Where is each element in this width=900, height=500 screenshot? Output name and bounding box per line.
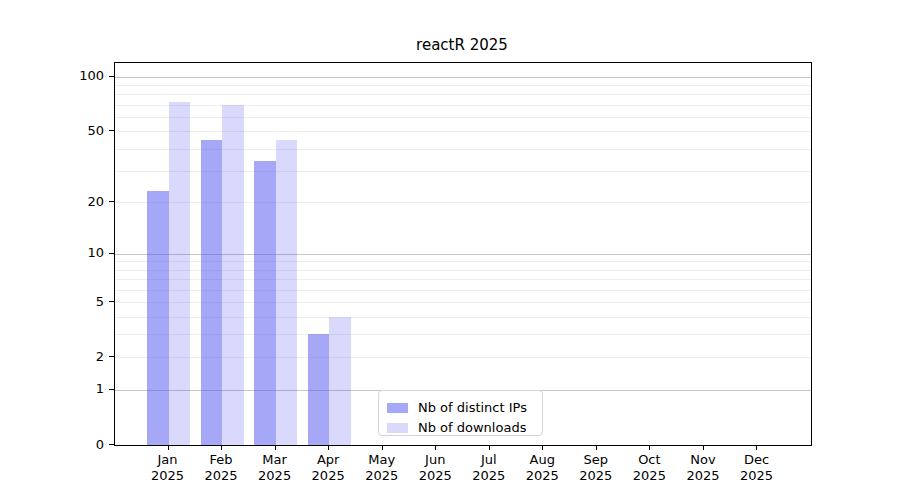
y-tick-label: 5 xyxy=(0,295,104,308)
y-tick-label: 2 xyxy=(0,350,104,363)
bar-distinct-ips-mar xyxy=(254,161,276,445)
legend-row-downloads: Nb of downloads xyxy=(387,418,533,438)
chart-figure: reactR 2025 0125102050100 Jan2025Feb2025… xyxy=(0,0,900,500)
x-tick-mark xyxy=(489,445,490,450)
gridline-minor xyxy=(115,85,811,86)
chart-title: reactR 2025 xyxy=(114,36,810,54)
legend: Nb of distinct IPs Nb of downloads xyxy=(378,390,543,436)
y-tick-mark xyxy=(109,389,114,390)
y-tick-label: 10 xyxy=(0,246,104,259)
y-tick-mark xyxy=(109,301,114,302)
y-tick-mark xyxy=(109,356,114,357)
bar-downloads-jan xyxy=(169,102,191,445)
bar-distinct-ips-feb xyxy=(201,140,223,445)
x-tick-mark xyxy=(703,445,704,450)
gridline-major xyxy=(115,77,811,78)
legend-swatch-distinct-ips xyxy=(387,403,408,413)
x-tick-mark xyxy=(756,445,757,450)
y-tick-label: 0 xyxy=(0,438,104,451)
x-tick-mark xyxy=(542,445,543,450)
y-tick-mark xyxy=(109,201,114,202)
plot-area xyxy=(114,62,812,446)
x-tick-label: Dec2025 xyxy=(724,452,788,484)
y-tick-mark xyxy=(109,130,114,131)
legend-label-downloads: Nb of downloads xyxy=(418,421,526,435)
gridline-minor xyxy=(115,94,811,95)
x-tick-mark xyxy=(275,445,276,450)
gridline-minor xyxy=(115,131,811,132)
gridline-minor xyxy=(115,105,811,106)
x-tick-mark xyxy=(435,445,436,450)
x-tick-mark xyxy=(382,445,383,450)
y-tick-label: 50 xyxy=(0,124,104,137)
legend-label-distinct-ips: Nb of distinct IPs xyxy=(418,401,527,415)
bar-distinct-ips-jan xyxy=(147,191,169,445)
x-tick-mark xyxy=(596,445,597,450)
y-tick-label: 100 xyxy=(0,69,104,82)
bar-downloads-mar xyxy=(276,140,298,445)
legend-row-distinct-ips: Nb of distinct IPs xyxy=(387,398,533,418)
x-tick-mark xyxy=(328,445,329,450)
legend-swatch-downloads xyxy=(387,423,408,433)
y-tick-mark xyxy=(109,444,114,445)
bar-downloads-feb xyxy=(222,105,244,445)
y-tick-mark xyxy=(109,76,114,77)
x-tick-mark xyxy=(168,445,169,450)
x-tick-mark xyxy=(221,445,222,450)
y-tick-mark xyxy=(109,253,114,254)
gridline-minor xyxy=(115,117,811,118)
y-tick-label: 1 xyxy=(0,382,104,395)
x-tick-mark xyxy=(649,445,650,450)
bar-downloads-apr xyxy=(329,317,351,445)
bar-distinct-ips-apr xyxy=(308,334,330,445)
y-tick-label: 20 xyxy=(0,195,104,208)
